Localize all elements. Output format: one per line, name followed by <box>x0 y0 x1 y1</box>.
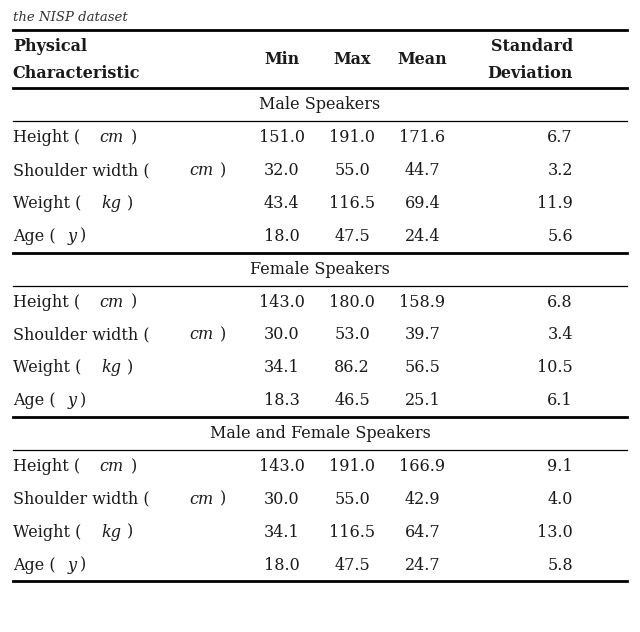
Text: 30.0: 30.0 <box>264 327 300 343</box>
Text: ): ) <box>220 327 227 343</box>
Text: Height (: Height ( <box>13 458 80 475</box>
Text: ): ) <box>131 458 137 475</box>
Text: 24.4: 24.4 <box>404 228 440 245</box>
Text: 191.0: 191.0 <box>329 458 375 475</box>
Text: ): ) <box>79 228 86 245</box>
Text: 32.0: 32.0 <box>264 162 300 179</box>
Text: 42.9: 42.9 <box>404 491 440 507</box>
Text: Height (: Height ( <box>13 294 80 310</box>
Text: Age (: Age ( <box>13 228 56 245</box>
Text: 47.5: 47.5 <box>334 557 370 573</box>
Text: Weight (: Weight ( <box>13 360 81 376</box>
Text: Male Speakers: Male Speakers <box>259 97 381 113</box>
Text: kg: kg <box>101 195 121 212</box>
Text: 116.5: 116.5 <box>329 195 375 212</box>
Text: 64.7: 64.7 <box>404 524 440 540</box>
Text: Male and Female Speakers: Male and Female Speakers <box>209 425 431 442</box>
Text: 6.7: 6.7 <box>547 130 573 146</box>
Text: 25.1: 25.1 <box>404 392 440 409</box>
Text: Max: Max <box>333 51 371 68</box>
Text: cm: cm <box>99 130 124 146</box>
Text: 151.0: 151.0 <box>259 130 305 146</box>
Text: 158.9: 158.9 <box>399 294 445 310</box>
Text: 86.2: 86.2 <box>334 360 370 376</box>
Text: 18.3: 18.3 <box>264 392 300 409</box>
Text: y: y <box>68 228 77 245</box>
Text: Female Speakers: Female Speakers <box>250 261 390 277</box>
Text: Age (: Age ( <box>13 392 56 409</box>
Text: Shoulder width (: Shoulder width ( <box>13 491 149 507</box>
Text: ): ) <box>131 294 137 310</box>
Text: Shoulder width (: Shoulder width ( <box>13 162 149 179</box>
Text: 18.0: 18.0 <box>264 228 300 245</box>
Text: 39.7: 39.7 <box>404 327 440 343</box>
Text: Characteristic: Characteristic <box>13 65 140 82</box>
Text: 116.5: 116.5 <box>329 524 375 540</box>
Text: Mean: Mean <box>397 51 447 68</box>
Text: Weight (: Weight ( <box>13 524 81 540</box>
Text: ): ) <box>220 162 227 179</box>
Text: Physical: Physical <box>13 39 87 55</box>
Text: 5.8: 5.8 <box>547 557 573 573</box>
Text: 5.6: 5.6 <box>547 228 573 245</box>
Text: kg: kg <box>101 360 121 376</box>
Text: 13.0: 13.0 <box>537 524 573 540</box>
Text: 180.0: 180.0 <box>329 294 375 310</box>
Text: 18.0: 18.0 <box>264 557 300 573</box>
Text: 11.9: 11.9 <box>537 195 573 212</box>
Text: 53.0: 53.0 <box>334 327 370 343</box>
Text: 43.4: 43.4 <box>264 195 300 212</box>
Text: cm: cm <box>189 162 213 179</box>
Text: 166.9: 166.9 <box>399 458 445 475</box>
Text: y: y <box>68 392 77 409</box>
Text: 171.6: 171.6 <box>399 130 445 146</box>
Text: ): ) <box>220 491 227 507</box>
Text: 6.1: 6.1 <box>547 392 573 409</box>
Text: cm: cm <box>99 458 124 475</box>
Text: 56.5: 56.5 <box>404 360 440 376</box>
Text: 46.5: 46.5 <box>334 392 370 409</box>
Text: 47.5: 47.5 <box>334 228 370 245</box>
Text: cm: cm <box>189 327 213 343</box>
Text: Deviation: Deviation <box>488 65 573 82</box>
Text: 9.1: 9.1 <box>547 458 573 475</box>
Text: Standard: Standard <box>490 39 573 55</box>
Text: ): ) <box>79 392 86 409</box>
Text: Height (: Height ( <box>13 130 80 146</box>
Text: Age (: Age ( <box>13 557 56 573</box>
Text: ): ) <box>127 524 133 540</box>
Text: 30.0: 30.0 <box>264 491 300 507</box>
Text: 143.0: 143.0 <box>259 294 305 310</box>
Text: 4.0: 4.0 <box>547 491 573 507</box>
Text: 3.2: 3.2 <box>547 162 573 179</box>
Text: Weight (: Weight ( <box>13 195 81 212</box>
Text: Min: Min <box>264 51 300 68</box>
Text: ): ) <box>131 130 137 146</box>
Text: ): ) <box>127 195 133 212</box>
Text: 55.0: 55.0 <box>334 162 370 179</box>
Text: 55.0: 55.0 <box>334 491 370 507</box>
Text: 44.7: 44.7 <box>404 162 440 179</box>
Text: Shoulder width (: Shoulder width ( <box>13 327 149 343</box>
Text: the NISP dataset: the NISP dataset <box>13 11 127 25</box>
Text: 69.4: 69.4 <box>404 195 440 212</box>
Text: ): ) <box>127 360 133 376</box>
Text: 191.0: 191.0 <box>329 130 375 146</box>
Text: 24.7: 24.7 <box>404 557 440 573</box>
Text: 3.4: 3.4 <box>547 327 573 343</box>
Text: cm: cm <box>189 491 213 507</box>
Text: 10.5: 10.5 <box>537 360 573 376</box>
Text: ): ) <box>79 557 86 573</box>
Text: 34.1: 34.1 <box>264 360 300 376</box>
Text: y: y <box>68 557 77 573</box>
Text: kg: kg <box>101 524 121 540</box>
Text: 34.1: 34.1 <box>264 524 300 540</box>
Text: 143.0: 143.0 <box>259 458 305 475</box>
Text: 6.8: 6.8 <box>547 294 573 310</box>
Text: cm: cm <box>99 294 124 310</box>
